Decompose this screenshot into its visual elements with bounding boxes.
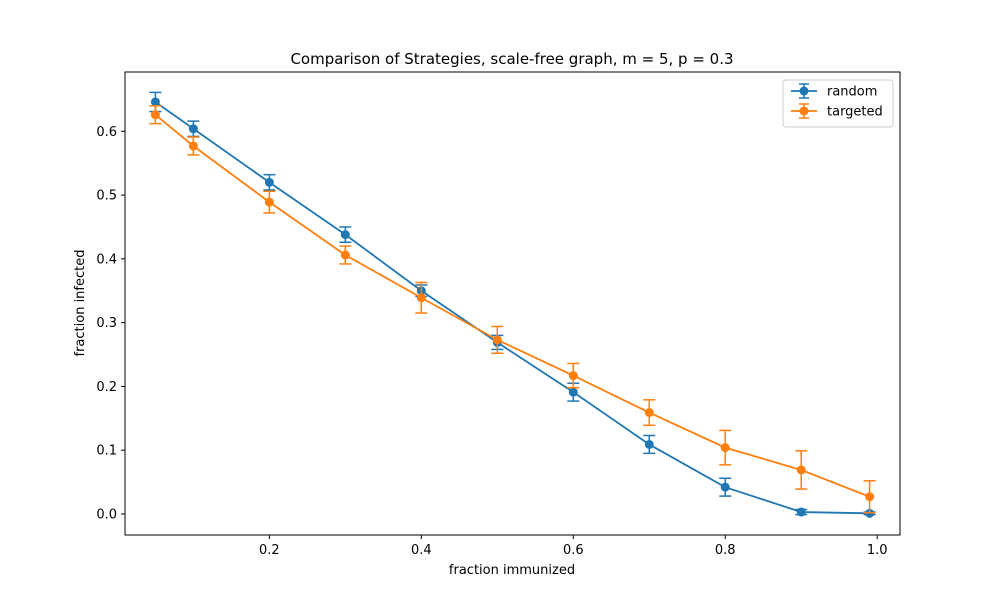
legend-label: targeted	[827, 105, 883, 120]
data-point	[865, 492, 875, 502]
x-tick-label: 0.6	[563, 543, 584, 558]
y-tick-label: 0.0	[96, 507, 117, 522]
y-axis-label: fraction infected	[73, 250, 88, 357]
x-tick-label: 1.0	[867, 543, 888, 558]
y-tick-label: 0.1	[96, 444, 117, 459]
data-point	[492, 335, 502, 345]
y-tick-label: 0.6	[96, 125, 117, 140]
y-tick-label: 0.5	[96, 189, 117, 204]
axes-frame	[124, 71, 901, 536]
data-point	[340, 230, 350, 240]
chart-title: Comparison of Strategies, scale-free gra…	[290, 50, 733, 68]
legend-label: random	[827, 85, 877, 100]
y-tick-label: 0.2	[96, 380, 117, 395]
data-point	[796, 507, 806, 517]
data-point	[796, 465, 806, 475]
x-tick-label: 0.4	[411, 543, 432, 558]
data-point	[188, 124, 198, 134]
x-axis-label: fraction immunized	[449, 563, 575, 578]
x-tick-label: 0.8	[715, 543, 736, 558]
plot-area: 0.2 0.4 0.6 0.8 1.0 0.0 0.1 0.2 0.3 0.4 0.5 0.6	[96, 71, 901, 558]
data-point	[644, 439, 654, 449]
y-tick-label: 0.3	[96, 316, 117, 331]
data-point	[720, 443, 730, 453]
data-point	[150, 110, 160, 120]
legend-item-random: random	[791, 83, 877, 100]
data-point	[264, 177, 274, 187]
data-point	[264, 197, 274, 207]
data-point	[568, 371, 578, 381]
legend-marker	[799, 106, 809, 116]
data-point	[188, 141, 198, 151]
series-targeted	[149, 105, 876, 514]
data-point	[340, 250, 350, 260]
legend-marker	[799, 86, 809, 96]
x-tick-label: 0.2	[259, 543, 280, 558]
data-point	[568, 387, 578, 397]
data-point	[720, 482, 730, 492]
legend: random targeted	[782, 79, 894, 128]
data-point	[150, 97, 160, 107]
data-point	[644, 408, 654, 418]
data-point	[416, 293, 426, 303]
y-tick-label: 0.4	[96, 252, 117, 267]
legend-item-targeted: targeted	[791, 103, 883, 120]
